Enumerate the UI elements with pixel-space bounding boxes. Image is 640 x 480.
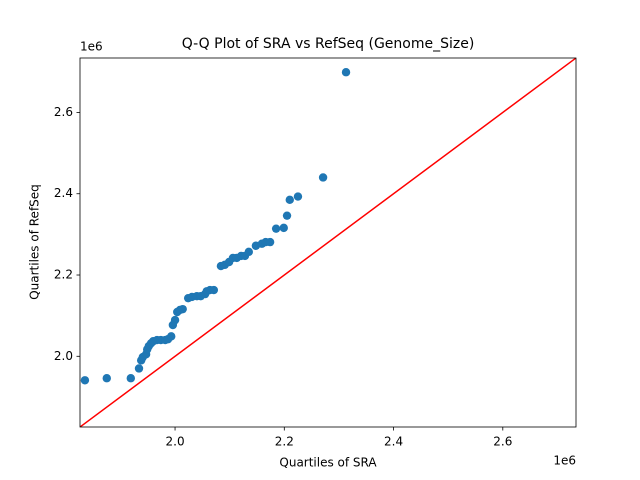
point	[285, 195, 294, 205]
x-axis-label: Quartiles of SRA	[279, 456, 377, 470]
point	[282, 211, 292, 220]
point	[126, 374, 136, 383]
point	[244, 247, 253, 257]
point	[102, 374, 111, 383]
x-tick-label: 2.4	[384, 435, 403, 449]
point	[170, 315, 180, 325]
point	[318, 173, 328, 182]
point	[279, 223, 288, 233]
y-tick-label: 2.6	[54, 105, 73, 119]
point	[265, 237, 275, 247]
y-axis-label: Quartiles of RefSeq	[28, 184, 42, 300]
point	[167, 332, 176, 341]
x-tick-label: 2.0	[166, 435, 185, 449]
y-tick-label: 2.2	[54, 268, 73, 282]
chart-title: Q-Q Plot of SRA vs RefSeq (Genome_Size)	[182, 36, 475, 52]
x-tick-label: 2.6	[493, 435, 512, 449]
point	[293, 192, 303, 201]
point	[209, 285, 219, 295]
reference-line	[80, 58, 576, 427]
y-tick-label: 2.4	[54, 186, 73, 200]
point	[134, 364, 144, 373]
y-tick-label: 2.0	[54, 349, 73, 363]
x-tick-label: 2.2	[275, 435, 294, 449]
point	[341, 68, 351, 77]
point	[80, 376, 90, 385]
x-offset-text: 1e6	[553, 454, 576, 468]
point	[178, 304, 187, 314]
point	[271, 224, 281, 233]
y-offset-text: 1e6	[80, 40, 103, 54]
plot-frame	[79, 57, 577, 428]
